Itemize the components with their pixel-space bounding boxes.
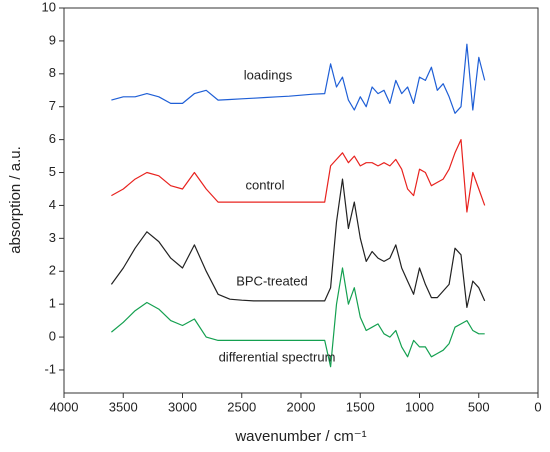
y-tick-label: 10 <box>42 0 56 14</box>
series-line <box>111 267 485 368</box>
x-tick-label: 2000 <box>287 399 316 414</box>
series-label: differential spectrum <box>219 349 336 364</box>
y-tick-label: 2 <box>49 263 56 278</box>
series-label: BPC-treated <box>236 273 308 288</box>
x-tick-label: 2500 <box>227 399 256 414</box>
x-tick-label: 4000 <box>50 399 79 414</box>
x-tick-label: 1000 <box>405 399 434 414</box>
y-tick-label: 9 <box>49 32 56 47</box>
x-tick-label: 0 <box>534 399 541 414</box>
plot-frame <box>63 7 539 394</box>
y-tick-label: -1 <box>44 361 56 376</box>
x-tick-label: 3000 <box>168 399 197 414</box>
x-tick-label: 3500 <box>109 399 138 414</box>
series-line <box>111 139 486 213</box>
series-label: loadings <box>244 67 293 82</box>
y-tick-label: 5 <box>49 164 56 179</box>
y-tick-label: 1 <box>49 296 56 311</box>
y-axis-label: absorption / a.u. <box>7 146 24 254</box>
y-tick-label: 3 <box>49 230 56 245</box>
y-tick-label: 7 <box>49 98 56 113</box>
x-tick-label: 500 <box>468 399 490 414</box>
series-label: control <box>245 177 284 192</box>
y-tick-label: 4 <box>49 197 56 212</box>
x-tick-label: 1500 <box>346 399 375 414</box>
y-tick-label: 6 <box>49 131 56 146</box>
series-line <box>111 43 486 114</box>
y-tick-label: 0 <box>49 328 56 343</box>
x-axis-label: wavenumber / cm⁻¹ <box>234 428 366 445</box>
series-line <box>110 178 486 308</box>
y-tick-label: 8 <box>49 65 56 80</box>
